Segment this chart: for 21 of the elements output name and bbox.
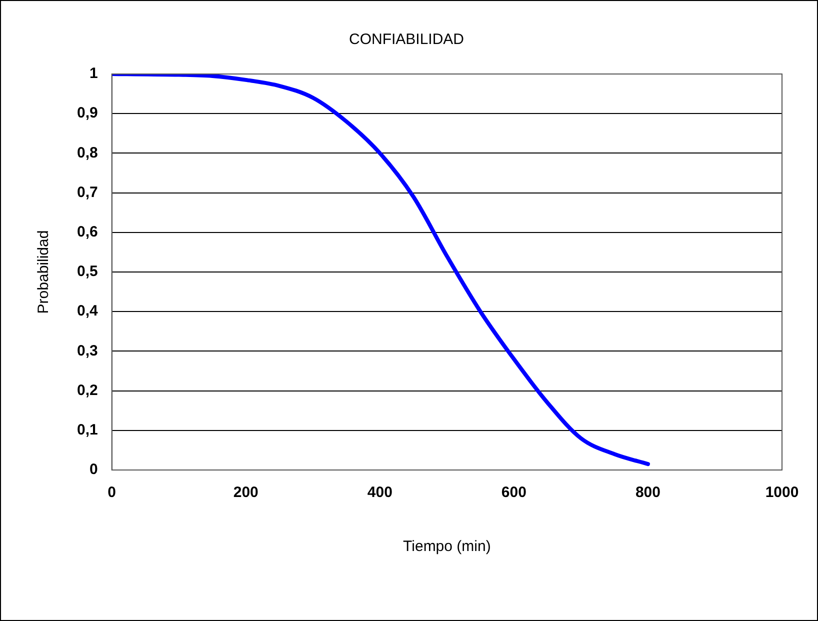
y-tick-label: 0,3 xyxy=(76,342,98,360)
x-tick-label: 400 xyxy=(367,484,392,502)
x-tick-label: 200 xyxy=(233,484,258,502)
y-tick-label: 0,7 xyxy=(76,184,98,201)
y-axis-title: Probabilidad xyxy=(35,230,52,314)
y-tick-label: 0,8 xyxy=(76,144,98,162)
y-tick-label: 0,1 xyxy=(76,422,98,439)
y-tick-label: 0,9 xyxy=(76,104,98,122)
y-tick-label: 0,4 xyxy=(76,302,98,320)
x-tick-label: 1000 xyxy=(765,484,799,502)
x-tick-label: 800 xyxy=(635,484,660,502)
y-tick-label: 0,5 xyxy=(76,263,98,280)
x-tick-label: 0 xyxy=(108,484,116,502)
line-series xyxy=(112,74,650,466)
y-tick-label: 0,6 xyxy=(76,224,98,241)
x-axis-title: Tiempo (min) xyxy=(403,538,491,556)
y-tick-label: 0,2 xyxy=(76,382,98,399)
chart-title: CONFIABILIDAD xyxy=(348,31,464,48)
y-tick-label: 1 xyxy=(90,65,98,82)
x-tick-label: 600 xyxy=(501,484,526,502)
y-tick-label: 0 xyxy=(90,461,98,478)
